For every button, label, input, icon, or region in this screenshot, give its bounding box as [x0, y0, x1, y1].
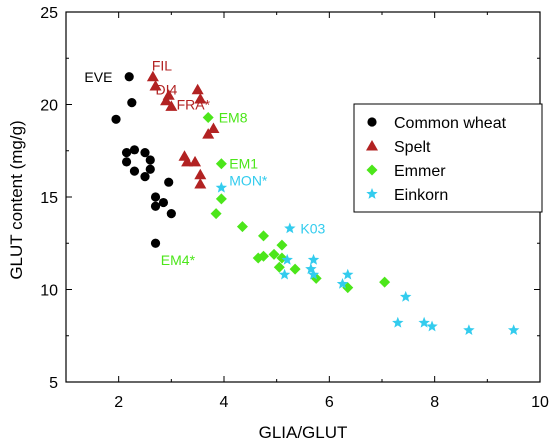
x-tick-label: 6	[325, 394, 334, 411]
series-einkorn	[215, 181, 520, 336]
data-point	[129, 145, 140, 155]
data-point	[215, 193, 227, 205]
data-point	[129, 166, 140, 176]
data-point	[399, 290, 412, 302]
data-point	[276, 239, 288, 251]
data-point	[210, 208, 222, 220]
data-point	[215, 181, 228, 193]
legend-label: Common wheat	[394, 115, 507, 132]
data-point	[181, 155, 194, 167]
data-point	[194, 178, 207, 189]
data-point	[165, 100, 178, 111]
data-point	[305, 263, 317, 274]
legend: Common wheat Spelt Emmer Einkorn	[353, 103, 543, 213]
data-point	[463, 324, 475, 336]
legend-marker	[366, 140, 378, 151]
data-point	[379, 276, 391, 288]
data-point	[252, 252, 264, 264]
data-point	[194, 92, 207, 104]
data-point	[140, 172, 150, 182]
series-spelt	[146, 70, 220, 189]
y-tick-label: 25	[40, 5, 58, 22]
data-point	[289, 263, 301, 275]
series-common-wheat	[111, 72, 176, 248]
data-point	[273, 261, 285, 273]
data-point	[284, 222, 296, 234]
data-point	[278, 268, 291, 280]
data-point	[145, 164, 155, 174]
x-tick-label: 10	[531, 394, 549, 411]
legend-marker	[367, 117, 377, 127]
data-point	[307, 268, 320, 280]
point-annotation: DI4	[156, 82, 178, 98]
data-point	[127, 98, 137, 108]
data-point	[507, 324, 520, 336]
data-point	[426, 320, 438, 332]
y-tick-label: 5	[49, 375, 58, 392]
point-annotation: FIL	[152, 58, 172, 74]
legend-label: Emmer	[394, 163, 446, 180]
point-annotation: FRA*	[177, 97, 211, 113]
legend-label: Spelt	[394, 139, 431, 156]
data-point	[307, 253, 320, 265]
data-point	[392, 316, 404, 328]
point-annotation: EM4*	[161, 252, 196, 268]
data-point	[268, 248, 280, 260]
legend-marker	[366, 188, 378, 199]
data-point	[191, 83, 204, 95]
data-point	[236, 221, 248, 233]
data-point	[281, 253, 293, 265]
data-point	[160, 94, 173, 106]
data-point	[207, 122, 220, 134]
y-tick-label: 15	[40, 190, 58, 207]
data-point	[150, 192, 161, 202]
data-point	[124, 72, 134, 82]
data-point	[202, 128, 215, 139]
x-tick-label: 8	[430, 394, 439, 411]
x-axis-title: GLIA/GLUT	[259, 423, 348, 442]
y-tick-label: 10	[40, 283, 58, 300]
legend-box	[353, 103, 543, 213]
data-point	[336, 277, 349, 289]
data-point	[140, 148, 150, 158]
legend-marker	[366, 164, 378, 176]
data-point	[194, 168, 207, 180]
point-annotation: EM8	[219, 109, 248, 125]
point-annotation: EM1	[229, 156, 258, 172]
x-tick-label: 2	[114, 394, 123, 411]
data-point	[111, 114, 121, 124]
data-point	[150, 238, 161, 248]
data-point	[164, 177, 174, 187]
legend-label: Einkorn	[394, 187, 448, 204]
data-point	[166, 209, 176, 219]
data-point	[342, 282, 354, 294]
data-point	[258, 230, 269, 242]
data-point	[189, 155, 202, 167]
point-annotation: MON*	[229, 172, 268, 188]
data-point	[146, 70, 159, 82]
data-point	[418, 316, 430, 328]
data-point	[121, 148, 132, 158]
data-point	[150, 201, 161, 211]
data-point	[342, 268, 354, 280]
x-tick-label: 4	[220, 394, 229, 411]
data-point	[149, 80, 162, 91]
data-point	[202, 111, 214, 123]
point-annotation: K03	[300, 220, 325, 236]
y-tick-label: 20	[40, 98, 58, 115]
data-point	[121, 157, 132, 167]
data-point	[158, 197, 169, 208]
y-axis-title: GLUT content (mg/g)	[7, 120, 26, 279]
point-annotation: EVE	[84, 69, 112, 85]
data-point	[145, 155, 155, 165]
data-point	[215, 158, 227, 170]
